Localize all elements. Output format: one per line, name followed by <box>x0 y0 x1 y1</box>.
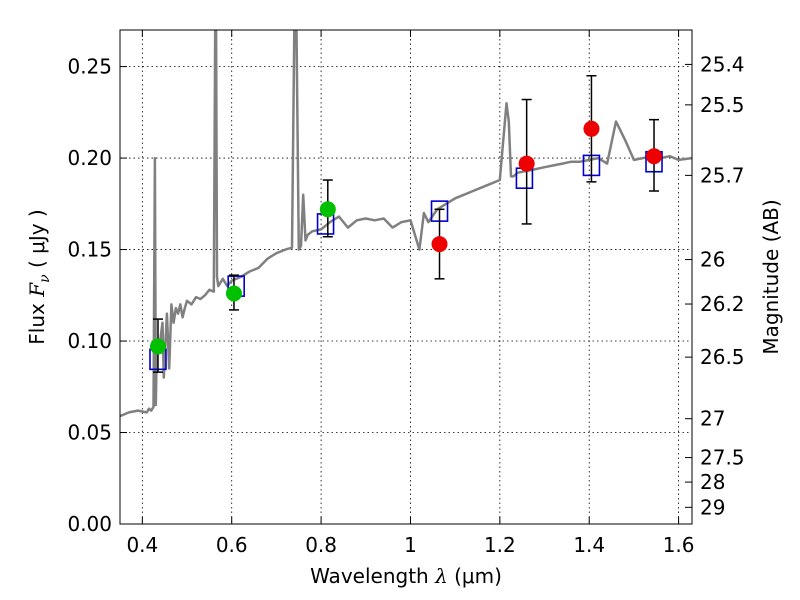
y-tick-label: 0.00 <box>67 512 112 536</box>
marks-layer <box>149 74 663 373</box>
y-tick-label: 0.10 <box>67 329 112 353</box>
y-tick-label: 0.15 <box>67 238 112 262</box>
y-tick-label: 0.25 <box>67 55 112 79</box>
y2-tick-label: 25.4 <box>700 52 745 76</box>
green-point <box>149 338 166 355</box>
red-point <box>518 155 535 172</box>
y2-tick-label: 25.5 <box>700 93 745 117</box>
red-point <box>431 236 448 253</box>
y-tick-label: 0.05 <box>67 421 112 445</box>
y2-tick-label: 26 <box>700 248 725 272</box>
red-point <box>646 148 663 165</box>
y-tick-label: 0.20 <box>67 146 112 170</box>
axis-ticks: 0.4 0.6 0.8 1 1.2 1.4 1.6 0.00 0.05 0.10 0.15 0.20 0… <box>67 30 745 557</box>
green-point <box>319 201 336 218</box>
y2-tick-label: 26.2 <box>700 292 745 316</box>
x-tick-label: 1.2 <box>484 533 516 557</box>
spectrum-layer <box>120 30 692 418</box>
y2-tick-label: 25.7 <box>700 163 745 187</box>
y2-tick-label: 26.5 <box>700 345 745 369</box>
green-point <box>225 285 242 302</box>
plot-background <box>120 30 692 524</box>
y2-tick-label: 27.5 <box>700 446 745 470</box>
y2-tick-label: 27 <box>700 407 725 431</box>
y2-tick-label: 28 <box>700 470 725 494</box>
y-axis-label: Flux Fν ( μJy ) <box>25 209 53 344</box>
red-point <box>583 120 600 137</box>
x-tick-label: 0.8 <box>305 533 337 557</box>
spectrum-line <box>120 30 692 418</box>
plot-frame <box>119 29 693 525</box>
x-axis-label: Wavelength λ (μm) <box>310 564 502 588</box>
x-tick-label: 1.4 <box>573 533 605 557</box>
x-tick-label: 0.4 <box>126 533 158 557</box>
x-tick-label: 1.6 <box>663 533 695 557</box>
x-tick-label: 1 <box>404 533 417 557</box>
y2-tick-label: 29 <box>700 495 725 519</box>
x-tick-label: 0.6 <box>216 533 248 557</box>
right-axis-label: Magnitude (AB) <box>759 199 783 354</box>
